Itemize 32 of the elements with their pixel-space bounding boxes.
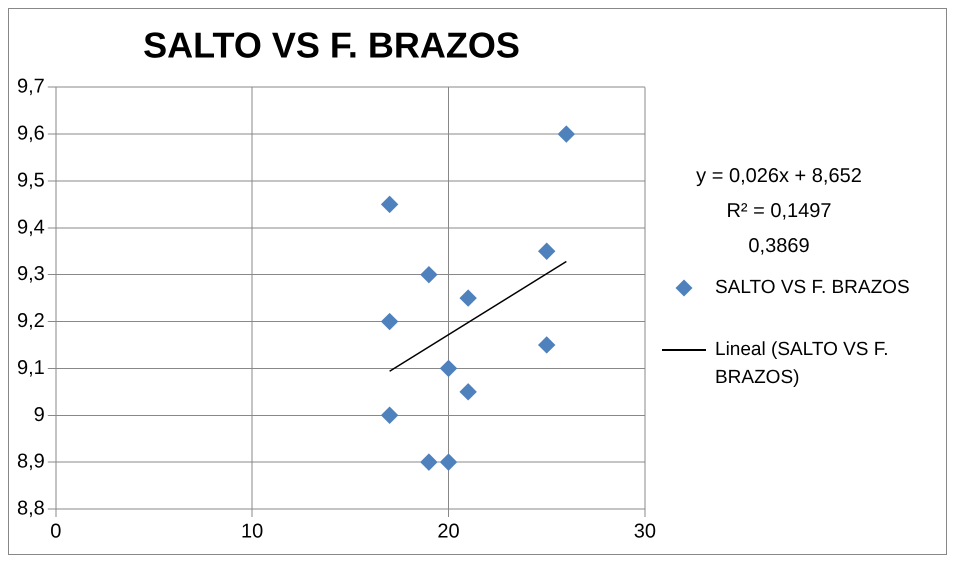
y-tick-label: 9,6 [16, 122, 45, 145]
legend-label: Lineal (SALTO VS F. BRAZOS) [715, 338, 890, 390]
point [538, 336, 556, 354]
point [538, 242, 556, 260]
y-tick-label: 9,3 [16, 263, 45, 286]
y-tick-label: 9,7 [16, 76, 45, 98]
point [381, 406, 398, 424]
point [381, 313, 398, 330]
x-tick-label: 20 [437, 520, 460, 543]
y-tick-label: 8,8 [16, 498, 45, 520]
y-tick-label: 9 [34, 404, 45, 426]
y-tick-label: 9,4 [16, 216, 45, 238]
y-tick-label: 9,2 [16, 310, 45, 332]
point [460, 290, 477, 307]
y-tick-label: 9,5 [16, 169, 45, 192]
text: 0,3869 [747, 234, 811, 259]
point [440, 454, 458, 471]
y-tick-label: 9,1 [16, 356, 45, 379]
point [381, 196, 398, 213]
chart-title: SALTO VS F. BRAZOS [143, 24, 520, 66]
point [420, 454, 438, 471]
text: y = 0,026x + 8,652 [695, 164, 863, 189]
point [558, 126, 575, 143]
x-tick-label: 30 [634, 520, 656, 543]
x-tick-label: 10 [241, 520, 264, 543]
point [420, 266, 438, 284]
y-tick-label: 8,9 [16, 450, 45, 473]
legend-label: SALTO VS F. BRAZOS [715, 276, 911, 300]
x-tick-label: 0 [50, 520, 62, 543]
text: R² = 0,1497 [725, 199, 833, 224]
point [460, 383, 477, 400]
point [440, 360, 458, 377]
